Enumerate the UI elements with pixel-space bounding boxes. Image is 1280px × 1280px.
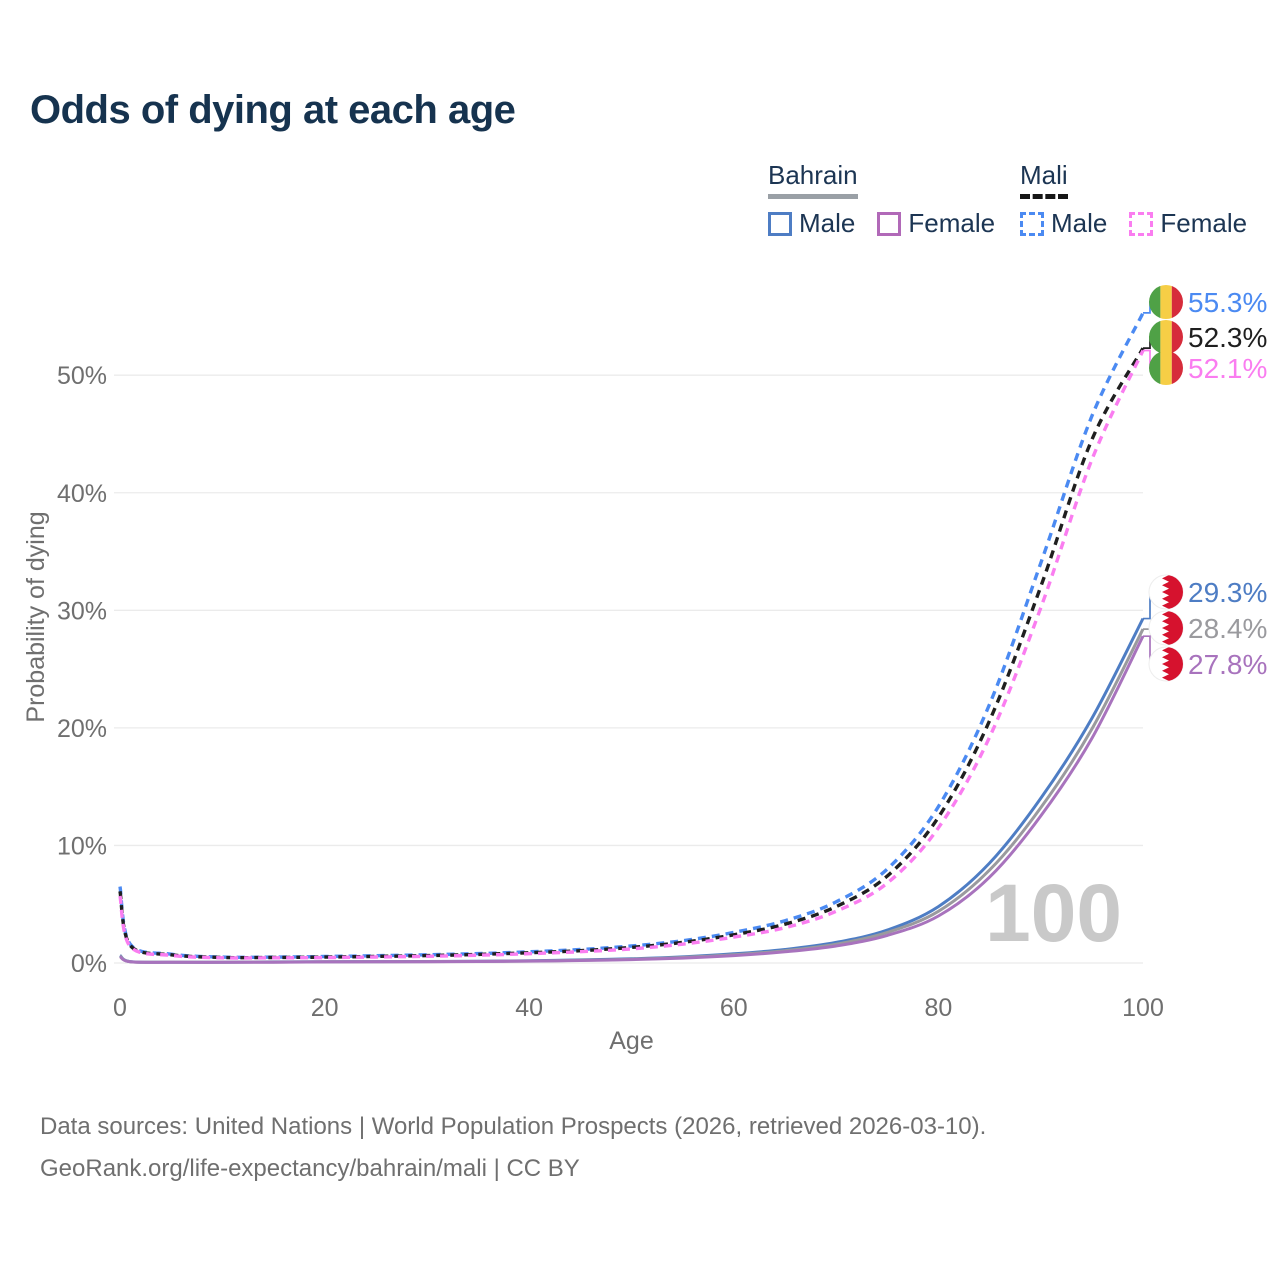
- legend-item-mali-male[interactable]: Male: [1020, 208, 1107, 239]
- y-tick-label: 30%: [57, 597, 107, 625]
- y-tick-label: 20%: [57, 715, 107, 743]
- legend-item-mali-female[interactable]: Female: [1129, 208, 1247, 239]
- x-tick-label: 100: [1122, 994, 1164, 1022]
- legend-label-bahrain-male: Male: [799, 208, 856, 238]
- legend-item-bahrain-male[interactable]: Male: [768, 208, 855, 239]
- end-value-label-mali-male: 55.3%: [1188, 287, 1267, 318]
- y-tick-label: 40%: [57, 480, 107, 508]
- label-connector-mali-male: [1143, 301, 1151, 314]
- series-line-mali-male: [118, 312, 1145, 960]
- x-tick-label: 20: [311, 994, 339, 1022]
- legend-label-mali-male: Male: [1051, 208, 1108, 238]
- end-value-label-bahrain-female: 27.8%: [1188, 649, 1267, 680]
- label-connector-mali-female: [1143, 349, 1151, 369]
- bahrain-flag-icon: [1148, 646, 1184, 682]
- label-connector-bahrain-female: [1143, 635, 1151, 665]
- y-tick-label: 0%: [71, 950, 107, 978]
- y-tick-label: 10%: [57, 832, 107, 860]
- attribution-text: GeoRank.org/life-expectancy/bahrain/mali…: [40, 1155, 580, 1182]
- legend: Bahrain Male Female Mali Male: [0, 160, 1280, 250]
- legend-label-mali-female: Female: [1160, 208, 1248, 238]
- y-axis-title: Probability of dying: [22, 511, 50, 722]
- legend-country-mali: Mali: [1020, 160, 1068, 199]
- end-value-label-bahrain-both-sexes: 28.4%: [1188, 613, 1267, 644]
- bahrain-male-swatch-icon: [768, 211, 792, 236]
- mali-flag-icon: [1149, 351, 1183, 385]
- mali-male-swatch-icon: [1020, 211, 1044, 236]
- end-value-label-mali-both-sexes: 52.3%: [1188, 322, 1267, 353]
- legend-group-mali: Mali Male Female: [1020, 160, 1269, 239]
- series-line-mali-both-sexes: [118, 347, 1145, 960]
- y-tick-label: 50%: [57, 362, 107, 390]
- x-tick-label: 40: [515, 994, 543, 1022]
- legend-item-bahrain-female[interactable]: Female: [877, 208, 995, 239]
- legend-country-bahrain: Bahrain: [768, 160, 858, 199]
- end-value-label-bahrain-male: 29.3%: [1188, 577, 1267, 608]
- bahrain-female-swatch-icon: [877, 211, 902, 236]
- mali-flag-icon: [1149, 285, 1183, 319]
- label-connector-bahrain-male: [1143, 591, 1151, 620]
- data-sources-text: Data sources: United Nations | World Pop…: [40, 1113, 987, 1140]
- age-counter-watermark: 100: [985, 868, 1122, 959]
- page-title: Odds of dying at each age: [30, 88, 516, 132]
- bahrain-flag-icon: [1148, 574, 1184, 610]
- x-tick-label: 80: [924, 994, 952, 1022]
- x-axis-title: Age: [609, 1027, 653, 1055]
- legend-label-bahrain-female: Female: [908, 208, 996, 238]
- mali-female-swatch-icon: [1129, 211, 1154, 236]
- x-tick-label: 60: [720, 994, 748, 1022]
- bahrain-flag-icon: [1148, 610, 1184, 646]
- footer: Data sources: United Nations | World Pop…: [40, 1106, 1240, 1190]
- series-line-bahrain-female: [119, 635, 1145, 964]
- legend-group-bahrain: Bahrain Male Female: [768, 160, 1017, 239]
- end-value-label-mali-female: 52.1%: [1188, 353, 1267, 384]
- mali-flag-icon: [1149, 320, 1183, 354]
- series-line-mali-female: [118, 349, 1145, 960]
- x-tick-label: 0: [113, 994, 127, 1022]
- label-connector-mali-both-sexes: [1143, 336, 1151, 350]
